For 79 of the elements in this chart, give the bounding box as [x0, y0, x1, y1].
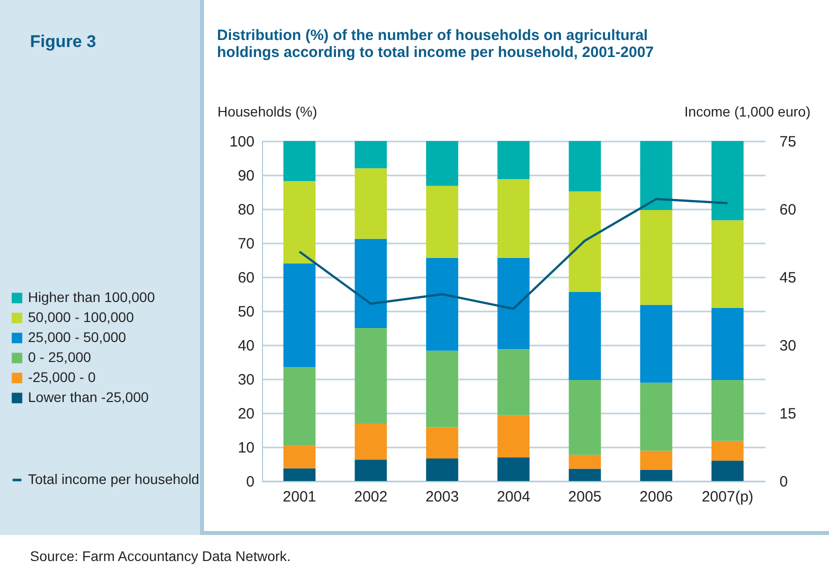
bar	[283, 367, 316, 446]
bar	[568, 141, 601, 192]
bar	[711, 440, 744, 461]
x-tick-label: 2007(p)	[702, 488, 754, 506]
y-tick-label: 90	[238, 168, 254, 184]
bar	[640, 470, 672, 481]
bar	[354, 460, 387, 481]
bar	[497, 458, 530, 481]
bar	[354, 168, 387, 239]
bar	[497, 179, 530, 258]
y-tick-label: 80	[238, 202, 254, 218]
y2-axis-title: Income (1,000 euro)	[684, 104, 810, 120]
bar	[711, 308, 744, 380]
bar	[426, 427, 458, 459]
bar	[568, 191, 601, 292]
bar	[640, 210, 672, 305]
bar	[354, 328, 387, 424]
y-tick-label: 50	[238, 304, 254, 320]
x-tick-label: 2005	[568, 488, 602, 506]
bar	[354, 238, 387, 328]
x-tick-label: 2004	[496, 488, 530, 506]
y-tick-label: 70	[238, 236, 254, 252]
bar	[283, 468, 316, 481]
bar	[426, 141, 458, 186]
y-axis-title: Households (%)	[218, 104, 318, 120]
bar	[426, 186, 458, 258]
line-series	[298, 198, 729, 310]
y-tick-label: 30	[238, 372, 254, 388]
bar	[283, 181, 316, 264]
bar	[568, 454, 601, 469]
y2-tick-label: 60	[780, 202, 796, 218]
y2-tick-label: 0	[780, 474, 788, 490]
y-tick-label: 100	[229, 134, 254, 150]
bar	[568, 468, 601, 481]
legend-label: Higher than 100,000	[28, 289, 156, 305]
bar	[568, 380, 601, 455]
x-tick-label: 2006	[640, 488, 673, 506]
y-tick-label: 40	[238, 338, 254, 354]
y-tick-label: 0	[246, 474, 254, 490]
bar	[426, 458, 458, 481]
bar	[497, 349, 530, 416]
x-tick-label: 2001	[282, 488, 316, 506]
source-note: Source: Farm Accountancy Data Network.	[30, 548, 291, 564]
bar	[640, 450, 672, 470]
bar	[426, 350, 458, 428]
bar	[711, 380, 744, 441]
bar	[426, 258, 458, 351]
bar	[497, 415, 530, 458]
y2-tick-label: 75	[780, 134, 796, 150]
y-tick-label: 20	[238, 406, 254, 422]
bar	[283, 263, 316, 368]
bar	[640, 304, 672, 383]
bar	[568, 292, 601, 380]
bar	[497, 141, 530, 180]
bar	[711, 460, 744, 481]
legend-label: Total income per household	[28, 471, 200, 487]
bar	[640, 141, 672, 210]
legend-label: Lower than -25,000	[28, 389, 149, 405]
x-tick-label: 2003	[425, 488, 459, 506]
y2-tick-label: 45	[780, 270, 796, 286]
bar	[283, 446, 316, 468]
chart-title: Distribution (%) of the number of households on agricultural holdings according to total income per household, 2001-2007	[217, 27, 654, 61]
y-tick-label: 60	[238, 270, 254, 286]
y2-tick-label: 30	[780, 338, 796, 354]
bar	[497, 258, 530, 350]
bar	[283, 141, 316, 182]
legend-label: 50,000 - 100,000	[28, 309, 134, 325]
bar	[711, 141, 744, 220]
legend-label: -25,000 - 0	[28, 369, 96, 385]
caption: Figure 3	[30, 32, 96, 52]
bar	[354, 424, 387, 460]
y2-tick-label: 15	[780, 406, 796, 422]
legend-label: 25,000 - 50,000	[28, 329, 126, 345]
legend-label: 0 - 25,000	[28, 349, 92, 365]
bar	[354, 141, 387, 168]
bar	[711, 220, 744, 308]
x-tick-label: 2002	[354, 488, 388, 506]
bar	[640, 382, 672, 451]
y-tick-label: 10	[238, 440, 254, 456]
